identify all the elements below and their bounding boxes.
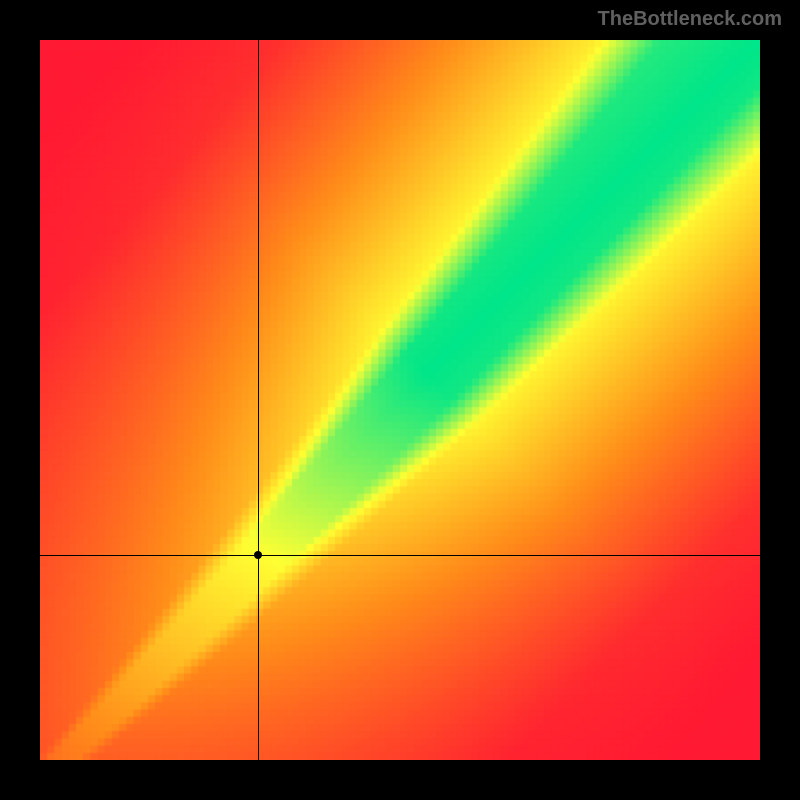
plot-area [40,40,760,760]
crosshair-vertical [258,40,259,760]
crosshair-horizontal [40,555,760,556]
heatmap-canvas [40,40,760,760]
crosshair-marker [254,551,262,559]
watermark-text: TheBottleneck.com [598,8,782,31]
